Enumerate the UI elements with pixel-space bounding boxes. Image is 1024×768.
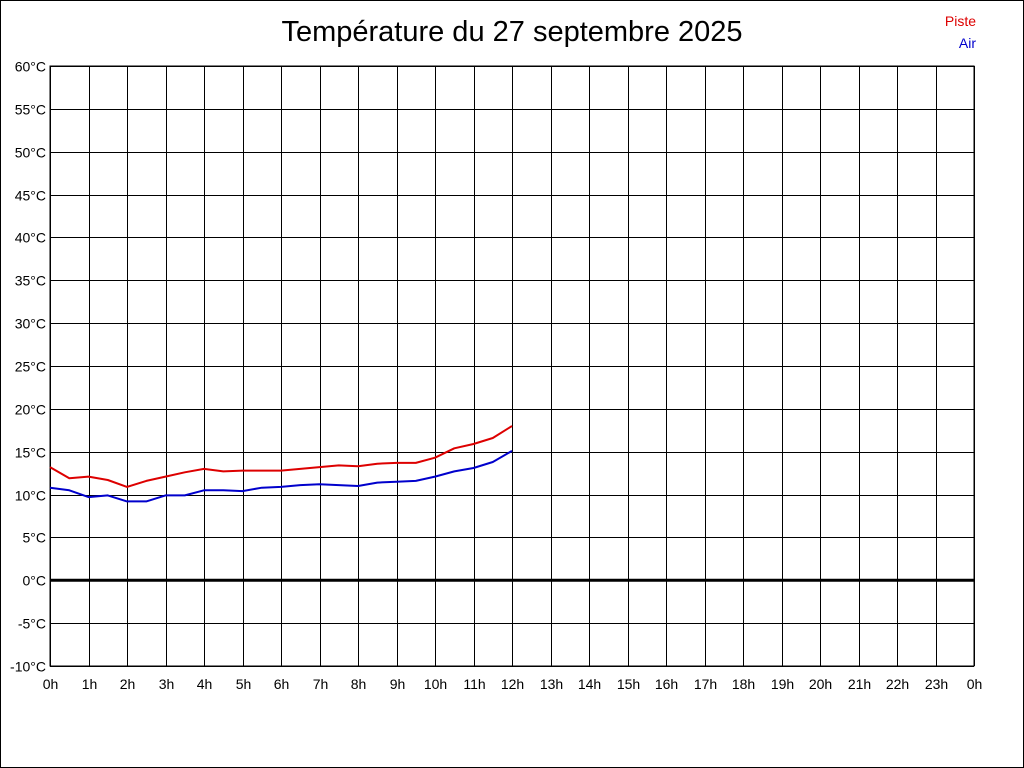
y-tick-label: 45°C	[15, 188, 46, 204]
y-tick-label: -10°C	[10, 659, 46, 675]
x-tick-label: 18h	[732, 676, 755, 692]
x-tick-label: 6h	[274, 676, 290, 692]
x-tick-label: 1h	[82, 676, 98, 692]
x-tick-label: 20h	[809, 676, 832, 692]
y-tick-label: 5°C	[23, 530, 47, 546]
x-tick-label: 22h	[886, 676, 909, 692]
x-tick-label: 4h	[197, 676, 213, 692]
y-tick-label: 60°C	[15, 59, 46, 75]
x-tick-label: 8h	[351, 676, 367, 692]
x-tick-label: 0h	[43, 676, 59, 692]
y-tick-label: 15°C	[15, 445, 46, 461]
x-tick-label: 5h	[236, 676, 252, 692]
x-tick-label: 23h	[925, 676, 948, 692]
y-tick-label: 25°C	[15, 359, 46, 375]
y-tick-label: 30°C	[15, 316, 46, 332]
x-tick-label: 7h	[313, 676, 329, 692]
x-tick-label: 17h	[694, 676, 717, 692]
y-tick-label: 35°C	[15, 273, 46, 289]
x-tick-label: 19h	[771, 676, 794, 692]
legend-entry-piste: Piste	[944, 13, 976, 29]
y-tick-label: 50°C	[15, 145, 46, 161]
chart-title: Température du 27 septembre 2025	[281, 16, 743, 48]
x-tick-label: 0h	[967, 676, 983, 692]
x-tick-label: 21h	[848, 676, 871, 692]
x-tick-label: 9h	[390, 676, 406, 692]
x-tick-label: 13h	[540, 676, 563, 692]
legend-entry-air: Air	[958, 35, 976, 51]
x-tick-label: 15h	[617, 676, 640, 692]
x-tick-label: 3h	[159, 676, 175, 692]
x-tick-label: 10h	[424, 676, 447, 692]
x-tick-label: 2h	[120, 676, 136, 692]
x-tick-label: 14h	[578, 676, 601, 692]
series-line-air	[49, 450, 513, 503]
y-tick-label: -5°C	[18, 616, 46, 632]
y-tick-label: 55°C	[15, 102, 46, 118]
x-tick-label: 16h	[655, 676, 678, 692]
y-tick-label: 10°C	[15, 488, 46, 504]
y-tick-label: 0°C	[23, 573, 47, 589]
y-tick-label: 40°C	[15, 230, 46, 246]
series-line-piste	[49, 425, 513, 488]
x-tick-label: 11h	[463, 676, 485, 692]
x-tick-label: 12h	[501, 676, 524, 692]
y-tick-label: 20°C	[15, 402, 46, 418]
